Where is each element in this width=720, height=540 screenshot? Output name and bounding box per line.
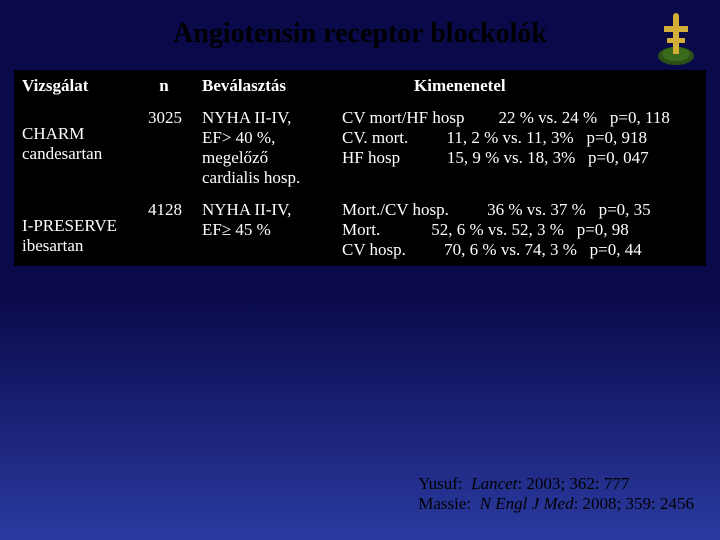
slide: Angiotensin receptor blockolók Vizsgálat… [0, 0, 720, 540]
cell-bevalasztas: NYHA II-IV, EF> 40 %, megelőző cardialis… [194, 102, 334, 194]
table-row: CHARM candesartan3025NYHA II-IV, EF> 40 … [14, 102, 706, 194]
outcome-line: CV hosp. 70, 6 % vs. 74, 3 % p=0, 44 [342, 240, 698, 260]
emblem-icon [652, 10, 700, 66]
cell-vizsgalat: CHARM candesartan [14, 102, 134, 194]
outcome-line: CV. mort. 11, 2 % vs. 11, 3% p=0, 918 [342, 128, 698, 148]
cell-n: 4128 [134, 194, 194, 266]
cell-outcomes: Mort./CV hosp. 36 % vs. 37 % p=0, 35Mort… [334, 194, 706, 266]
references: Yusuf: Lancet: 2003; 362: 777Massie: N E… [418, 474, 694, 514]
cell-outcomes: CV mort/HF hosp 22 % vs. 24 % p=0, 118CV… [334, 102, 706, 194]
slide-title: Angiotensin receptor blockolók [0, 0, 720, 50]
outcome-line: HF hosp 15, 9 % vs. 18, 3% p=0, 047 [342, 148, 698, 168]
header-n: n [134, 70, 194, 102]
table-row: I-PRESERVE ibesartan4128NYHA II-IV, EF≥ … [14, 194, 706, 266]
outcome-line: Mort. 52, 6 % vs. 52, 3 % p=0, 98 [342, 220, 698, 240]
header-kimenetel: Kimenenetel [334, 70, 706, 102]
ref-journal: Lancet [471, 474, 517, 493]
table-header-row: Vizsgálat n Beválasztás Kimenenetel [14, 70, 706, 102]
header-bevalasztas: Beválasztás [194, 70, 334, 102]
ref-cite: : 2003; 362: 777 [517, 474, 629, 493]
header-vizsgalat: Vizsgálat [14, 70, 134, 102]
table-body: CHARM candesartan3025NYHA II-IV, EF> 40 … [14, 102, 706, 266]
outcome-line: CV mort/HF hosp 22 % vs. 24 % p=0, 118 [342, 108, 698, 128]
outcome-line: Mort./CV hosp. 36 % vs. 37 % p=0, 35 [342, 200, 698, 220]
cell-n: 3025 [134, 102, 194, 194]
ref-cite: : 2008; 359: 2456 [574, 494, 694, 513]
ref-author: Yusuf: [418, 474, 471, 493]
ref-journal: N Engl J Med [480, 494, 574, 513]
reference-line: Yusuf: Lancet: 2003; 362: 777 [418, 474, 694, 494]
ref-author: Massie: [418, 494, 479, 513]
reference-line: Massie: N Engl J Med: 2008; 359: 2456 [418, 494, 694, 514]
data-table: Vizsgálat n Beválasztás Kimenenetel CHAR… [14, 70, 706, 266]
cell-bevalasztas: NYHA II-IV, EF≥ 45 % [194, 194, 334, 266]
cell-vizsgalat: I-PRESERVE ibesartan [14, 194, 134, 266]
